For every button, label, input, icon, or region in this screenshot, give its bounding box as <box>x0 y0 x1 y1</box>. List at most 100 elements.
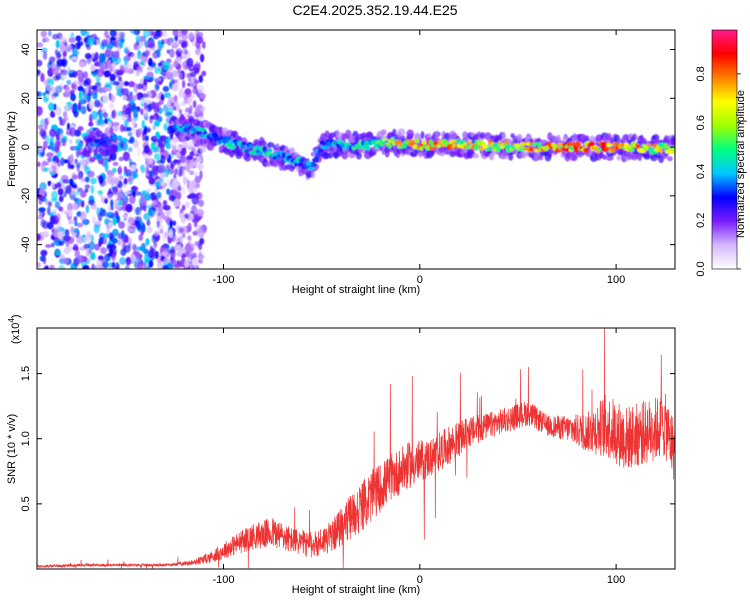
noise-dot <box>89 177 97 185</box>
colorbar-gradient <box>712 30 737 269</box>
noise-dot <box>127 176 132 183</box>
track-halo-dot <box>397 128 406 137</box>
noise-dot <box>188 141 194 149</box>
noise-dot <box>107 59 112 69</box>
noise-dot <box>172 41 178 48</box>
noise-dot <box>49 128 57 138</box>
noise-dot <box>128 158 133 165</box>
noise-dot <box>39 187 45 197</box>
noise-dot <box>106 225 110 234</box>
noise-dot <box>169 48 175 58</box>
noise-dot <box>64 85 71 95</box>
noise-dot <box>123 57 128 66</box>
noise-dot <box>40 72 45 83</box>
noise-dot <box>37 106 43 116</box>
track-core-dot <box>628 148 635 152</box>
noise-dot <box>52 209 57 215</box>
snr-multiplier-close: ) <box>10 314 22 318</box>
noise-dot <box>123 125 129 132</box>
noise-dot <box>198 251 203 257</box>
noise-dot <box>188 32 194 40</box>
noise-dot <box>145 158 149 167</box>
noise-dot <box>195 228 204 233</box>
noise-dot <box>68 73 75 78</box>
noise-dot <box>138 211 143 217</box>
noise-dot <box>107 193 113 200</box>
track-core-dot <box>248 144 253 150</box>
track-halo-dot <box>109 127 114 136</box>
noise-dot <box>114 50 120 59</box>
noise-dot <box>162 200 168 206</box>
track-core-dot <box>611 146 617 152</box>
noise-dot <box>141 120 145 129</box>
noise-dot <box>37 161 41 167</box>
noise-dot <box>58 240 64 246</box>
noise-dot <box>39 255 46 262</box>
noise-dot <box>102 112 109 119</box>
signal-track <box>83 115 675 181</box>
noise-dot <box>96 259 103 266</box>
noise-dot <box>144 258 151 264</box>
colorbar-tick-label: 0.0 <box>695 261 707 276</box>
noise-dot <box>182 186 186 195</box>
noise-dot <box>91 110 98 120</box>
noise-dot <box>170 139 178 147</box>
noise-dot <box>107 205 112 211</box>
noise-dot <box>50 197 58 202</box>
noise-dot <box>61 118 67 124</box>
noise-dot <box>184 243 192 253</box>
noise-dot <box>199 53 205 63</box>
noise-dot <box>161 181 165 186</box>
noise-dot <box>131 125 136 135</box>
noise-dot <box>59 43 66 53</box>
track-core-dot <box>373 143 378 150</box>
noise-dot <box>47 167 54 172</box>
noise-dot <box>123 195 129 204</box>
track-halo-dot <box>667 156 673 162</box>
noise-dot <box>156 191 162 199</box>
noise-dot <box>201 70 207 77</box>
snr-ytick-label: 0.5 <box>20 496 32 511</box>
noise-dot <box>66 79 72 85</box>
noise-dot <box>124 235 129 243</box>
noise-dot <box>113 185 118 193</box>
noise-dot <box>152 135 158 141</box>
noise-dot <box>197 163 204 171</box>
noise-dot <box>156 49 161 58</box>
noise-dot <box>70 93 76 102</box>
noise-dot <box>196 156 202 163</box>
colorbar-tick-label: 0.6 <box>695 115 707 130</box>
noise-dot <box>56 150 62 158</box>
noise-dot <box>68 37 76 43</box>
noise-dot <box>79 211 87 221</box>
track-core-dot <box>600 141 608 148</box>
noise-dot <box>37 142 41 147</box>
noise-dot <box>101 39 108 47</box>
track-core-dot <box>111 134 118 140</box>
track-core-dot <box>196 130 202 136</box>
noise-dot <box>70 187 76 195</box>
noise-dot <box>132 95 138 101</box>
noise-dot <box>78 71 83 78</box>
noise-dot <box>151 234 157 244</box>
noise-dot <box>159 172 166 179</box>
noise-dot <box>76 222 84 228</box>
noise-dot <box>97 190 103 195</box>
noise-dot <box>83 236 92 244</box>
noise-dot <box>184 111 189 117</box>
noise-dot <box>105 87 112 92</box>
colorbar: 0.0 0.2 0.4 0.6 0.8 Normalized spectral ampl… <box>695 29 747 277</box>
noise-dot <box>52 33 59 40</box>
spectrogram-xtick-label: 100 <box>607 274 625 286</box>
track-halo-dot <box>599 151 603 159</box>
noise-dot <box>147 250 155 259</box>
noise-dot <box>97 85 104 95</box>
noise-dot <box>38 198 42 205</box>
noise-dot <box>193 63 200 69</box>
noise-dot <box>141 190 150 200</box>
noise-dot <box>71 56 78 61</box>
noise-dot <box>118 156 124 162</box>
noise-dot <box>88 121 94 127</box>
track-halo-dot <box>380 129 387 136</box>
noise-dot <box>178 248 184 253</box>
